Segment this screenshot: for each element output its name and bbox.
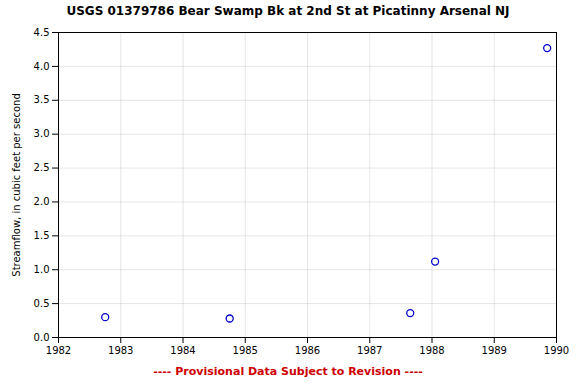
svg-text:1982: 1982 <box>46 345 71 356</box>
svg-text:1985: 1985 <box>233 345 258 356</box>
svg-text:Streamflow, in cubic feet per: Streamflow, in cubic feet per second <box>11 93 22 276</box>
svg-text:1984: 1984 <box>170 345 195 356</box>
svg-text:0.0: 0.0 <box>34 332 50 343</box>
svg-text:2.0: 2.0 <box>34 196 50 207</box>
svg-text:0.5: 0.5 <box>34 298 50 309</box>
svg-text:1988: 1988 <box>419 345 444 356</box>
html-text:---- Provisional Data Subject: ---- Provisional Data Subject to Revisio… <box>153 365 423 378</box>
svg-text:1990: 1990 <box>544 345 569 356</box>
svg-text:1.0: 1.0 <box>34 264 50 275</box>
svg-text:1986: 1986 <box>295 345 320 356</box>
svg-text:2.5: 2.5 <box>34 162 50 173</box>
svg-text:3.5: 3.5 <box>34 94 50 105</box>
svg-text:1989: 1989 <box>482 345 507 356</box>
svg-text:4.0: 4.0 <box>34 61 50 72</box>
svg-text:3.0: 3.0 <box>34 128 50 139</box>
html-text:USGS 01379786 Bear Swamp Bk at: USGS 01379786 Bear Swamp Bk at 2nd St at… <box>66 4 510 18</box>
svg-text:4.5: 4.5 <box>34 27 50 38</box>
svg-text:1.5: 1.5 <box>34 230 50 241</box>
svg-text:1987: 1987 <box>357 345 382 356</box>
svg-text:1983: 1983 <box>108 345 133 356</box>
